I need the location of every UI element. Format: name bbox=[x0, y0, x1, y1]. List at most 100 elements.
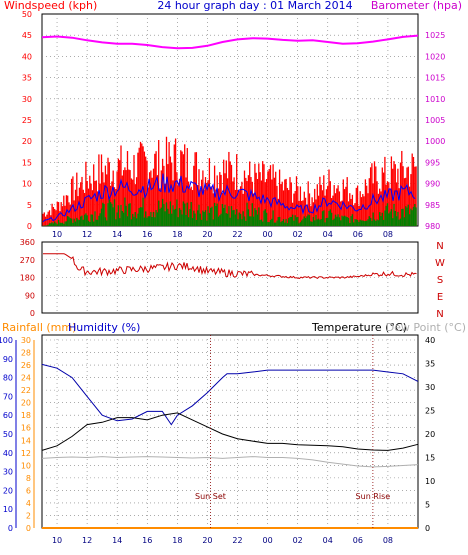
temperature-tick: 15 bbox=[425, 454, 435, 463]
hour-tick: 00 bbox=[263, 536, 273, 545]
rainfall-tick: 14 bbox=[21, 436, 31, 445]
temp-panel-frame bbox=[41, 334, 419, 529]
temperature-tick: 40 bbox=[425, 336, 435, 345]
rainfall-tick: 18 bbox=[21, 411, 31, 420]
rainfall-tick: 30 bbox=[21, 336, 31, 345]
compass-label: E bbox=[437, 292, 443, 303]
windspeed-tick: 50 bbox=[22, 10, 32, 19]
hour-tick: 04 bbox=[323, 536, 333, 545]
humidity-tick: 20 bbox=[3, 486, 13, 495]
barometer-tick: 985 bbox=[425, 201, 440, 210]
humidity-tick: 10 bbox=[3, 505, 13, 514]
sun-marker-label: Sun Set bbox=[195, 492, 226, 501]
wind-bars bbox=[42, 136, 417, 226]
hour-tick: 06 bbox=[353, 230, 363, 239]
humidity-tick: 0 bbox=[8, 524, 13, 533]
windspeed-axis-label: Windspeed (kph) bbox=[4, 0, 97, 12]
hour-tick: 06 bbox=[353, 536, 363, 545]
windspeed-tick: 5 bbox=[27, 201, 32, 210]
direction-panel-grid bbox=[42, 242, 418, 313]
hour-tick: 20 bbox=[202, 230, 212, 239]
compass-label: N bbox=[436, 309, 443, 320]
compass-label: W bbox=[435, 258, 445, 269]
direction-tick: 0 bbox=[30, 309, 35, 318]
windspeed-tick: 0 bbox=[27, 222, 32, 231]
rainfall-tick: 8 bbox=[26, 474, 31, 483]
windspeed-tick: 25 bbox=[22, 116, 32, 125]
barometer-axis-label: Barometer (hpa) bbox=[371, 0, 462, 12]
humidity-tick: 50 bbox=[3, 430, 13, 439]
barometer-tick: 990 bbox=[425, 180, 440, 189]
hour-tick: 12 bbox=[82, 536, 92, 545]
wind-direction-line bbox=[43, 253, 417, 280]
temp-panel-grid bbox=[42, 335, 418, 528]
rainfall-tick: 0 bbox=[26, 524, 31, 533]
hour-tick: 16 bbox=[142, 230, 152, 239]
rainfall-tick: 22 bbox=[21, 386, 31, 395]
hour-tick: 22 bbox=[232, 536, 242, 545]
barometer-tick: 1005 bbox=[425, 116, 445, 125]
dewpoint-axis-label: Dew Point (°C) bbox=[386, 321, 466, 334]
hour-tick: 18 bbox=[172, 230, 182, 239]
humidity-axis-label: Humidity (%) bbox=[68, 321, 140, 334]
hour-tick: 12 bbox=[82, 230, 92, 239]
humidity-tick: 100 bbox=[0, 336, 13, 345]
sun-annotations: Sun Set Sun Rise bbox=[195, 335, 390, 528]
direction-tick: 270 bbox=[20, 256, 35, 265]
barometer-tick: 1015 bbox=[425, 74, 445, 83]
compass-label: N bbox=[436, 241, 443, 252]
hour-tick: 04 bbox=[323, 230, 333, 239]
humidity-tick: 40 bbox=[3, 449, 13, 458]
barometer-tick: 980 bbox=[425, 222, 440, 231]
humidity-tick: 30 bbox=[3, 468, 13, 477]
temperature-tick: 5 bbox=[425, 501, 430, 510]
rainfall-tick: 24 bbox=[21, 374, 31, 383]
hour-tick: 02 bbox=[293, 230, 303, 239]
windspeed-tick: 40 bbox=[22, 52, 32, 61]
compass-label: S bbox=[437, 275, 443, 286]
temperature-tick: 30 bbox=[425, 383, 435, 392]
hour-tick: 10 bbox=[52, 536, 62, 545]
hour-tick: 14 bbox=[112, 536, 122, 545]
rainfall-tick: 28 bbox=[21, 349, 31, 358]
rainfall-tick: 26 bbox=[21, 361, 31, 370]
rainfall-tick: 12 bbox=[21, 449, 31, 458]
hour-tick: 10 bbox=[52, 230, 62, 239]
windspeed-tick: 10 bbox=[22, 180, 32, 189]
rainfall-tick: 20 bbox=[21, 399, 31, 408]
temperature-tick: 20 bbox=[425, 430, 435, 439]
windspeed-tick: 35 bbox=[22, 74, 32, 83]
hour-tick: 22 bbox=[232, 230, 242, 239]
hour-tick: 16 bbox=[142, 536, 152, 545]
rainfall-tick: 10 bbox=[21, 461, 31, 470]
temperature-tick: 0 bbox=[425, 524, 430, 533]
windspeed-tick: 30 bbox=[22, 95, 32, 104]
rainfall-tick: 16 bbox=[21, 424, 31, 433]
temp-panel-ticks: 0102030405060708090100024681012141618202… bbox=[0, 336, 435, 545]
rainfall-tick: 6 bbox=[26, 486, 31, 495]
barometer-tick: 1000 bbox=[425, 137, 445, 146]
hour-tick: 18 bbox=[172, 536, 182, 545]
humidity-tick: 60 bbox=[3, 411, 13, 420]
temperature-tick: 25 bbox=[425, 407, 435, 416]
hour-tick: 14 bbox=[112, 230, 122, 239]
wind-panel-ticks: 0510152025303540455098098599099510001005… bbox=[22, 10, 446, 239]
dew-point-line bbox=[41, 456, 419, 468]
barometer-tick: 995 bbox=[425, 158, 440, 167]
graph-title: 24 hour graph day : 01 March 2014 bbox=[157, 0, 352, 12]
barometer-tick: 1020 bbox=[425, 52, 445, 61]
hour-tick: 08 bbox=[383, 230, 393, 239]
temp-panel-lines bbox=[41, 363, 419, 529]
barometer-line bbox=[41, 34, 419, 50]
humidity-tick: 70 bbox=[3, 392, 13, 401]
temperature-tick: 10 bbox=[425, 477, 435, 486]
temperature-line bbox=[41, 412, 419, 451]
rainfall-tick: 4 bbox=[26, 499, 31, 508]
barometer-tick: 1025 bbox=[425, 31, 445, 40]
direction-tick: 180 bbox=[20, 274, 35, 283]
rainfall-axis-label: Rainfall (mm) bbox=[2, 321, 76, 334]
hour-tick: 00 bbox=[263, 230, 273, 239]
temperature-axis-label: Temperature (°C) bbox=[311, 321, 407, 334]
